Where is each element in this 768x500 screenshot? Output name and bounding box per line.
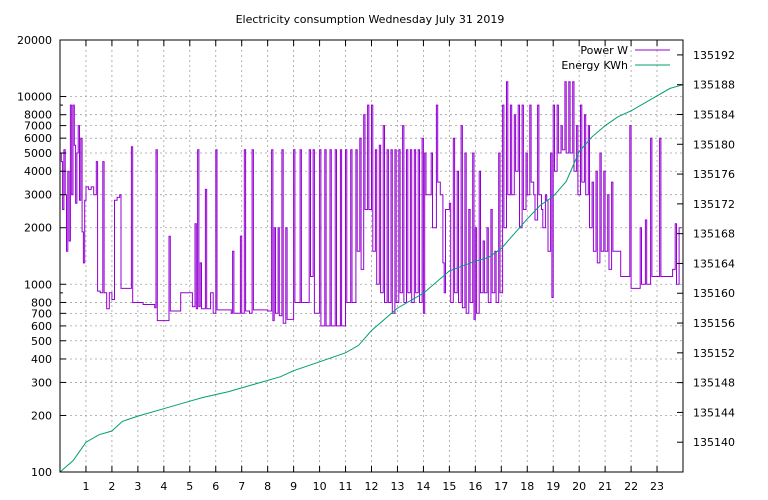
right-tick-label: 135180: [693, 138, 735, 151]
x-tick-label: 7: [238, 480, 245, 493]
x-tick-label: 22: [624, 480, 638, 493]
right-tick-label: 135152: [693, 347, 735, 360]
x-tick-label: 20: [572, 480, 586, 493]
left-tick-label: 300: [31, 376, 52, 389]
energy-series-line: [59, 84, 684, 473]
left-tick-label: 400: [31, 353, 52, 366]
x-tick-label: 2: [108, 480, 115, 493]
right-tick-label: 135172: [693, 198, 735, 211]
left-tick-label: 10000: [17, 91, 52, 104]
right-tick-label: 135144: [693, 406, 735, 419]
right-tick-label: 135184: [693, 108, 735, 121]
left-tick-label: 4000: [24, 165, 52, 178]
x-tick-label: 18: [520, 480, 534, 493]
legend-label: Energy KWh: [561, 59, 628, 72]
power-series-line: [60, 81, 682, 327]
x-tick-label: 15: [442, 480, 456, 493]
left-tick-label: 6000: [24, 132, 52, 145]
x-tick-label: 11: [339, 480, 353, 493]
legend-label: Power W: [580, 44, 628, 57]
left-tick-label: 1000: [24, 278, 52, 291]
left-tick-label: 5000: [24, 147, 52, 160]
left-tick-label: 700: [31, 307, 52, 320]
x-tick-label: 19: [546, 480, 560, 493]
x-tick-label: 3: [134, 480, 141, 493]
right-tick-label: 135140: [693, 436, 735, 449]
legend: Power W Energy KWh: [561, 44, 670, 72]
left-tick-label: 7000: [24, 120, 52, 133]
left-tick-label: 8000: [24, 109, 52, 122]
x-tick-label: 9: [290, 480, 297, 493]
left-tick-label: 500: [31, 335, 52, 348]
right-tick-label: 135188: [693, 79, 735, 92]
right-tick-label: 135156: [693, 317, 735, 330]
x-tick-label: 21: [598, 480, 612, 493]
x-tick-label: 4: [160, 480, 167, 493]
right-tick-label: 135168: [693, 228, 735, 241]
x-tick-label: 17: [494, 480, 508, 493]
chart-title: Electricity consumption Wednesday July 3…: [236, 13, 505, 26]
x-tick-label: 10: [313, 480, 327, 493]
right-tick-label: 135176: [693, 168, 735, 181]
right-tick-label: 135164: [693, 257, 735, 270]
left-tick-label: 2000: [24, 222, 52, 235]
x-tick-label: 1: [82, 480, 89, 493]
x-tick-label: 16: [468, 480, 482, 493]
x-tick-label: 5: [186, 480, 193, 493]
left-tick-label: 3000: [24, 189, 52, 202]
x-tick-label: 6: [212, 480, 219, 493]
x-tick-label: 12: [365, 480, 379, 493]
x-tick-label: 14: [416, 480, 430, 493]
x-tick-label: 13: [390, 480, 404, 493]
x-tick-label: 23: [650, 480, 664, 493]
right-tick-label: 135160: [693, 287, 735, 300]
left-tick-label: 200: [31, 409, 52, 422]
x-tick-label: 8: [264, 480, 271, 493]
right-tick-label: 135148: [693, 377, 735, 390]
right-tick-label: 135192: [693, 49, 735, 62]
left-tick-label: 800: [31, 296, 52, 309]
left-tick-label: 20000: [17, 34, 52, 47]
left-tick-label: 600: [31, 320, 52, 333]
left-tick-label: 100: [31, 466, 52, 479]
series-layer: [59, 81, 684, 473]
